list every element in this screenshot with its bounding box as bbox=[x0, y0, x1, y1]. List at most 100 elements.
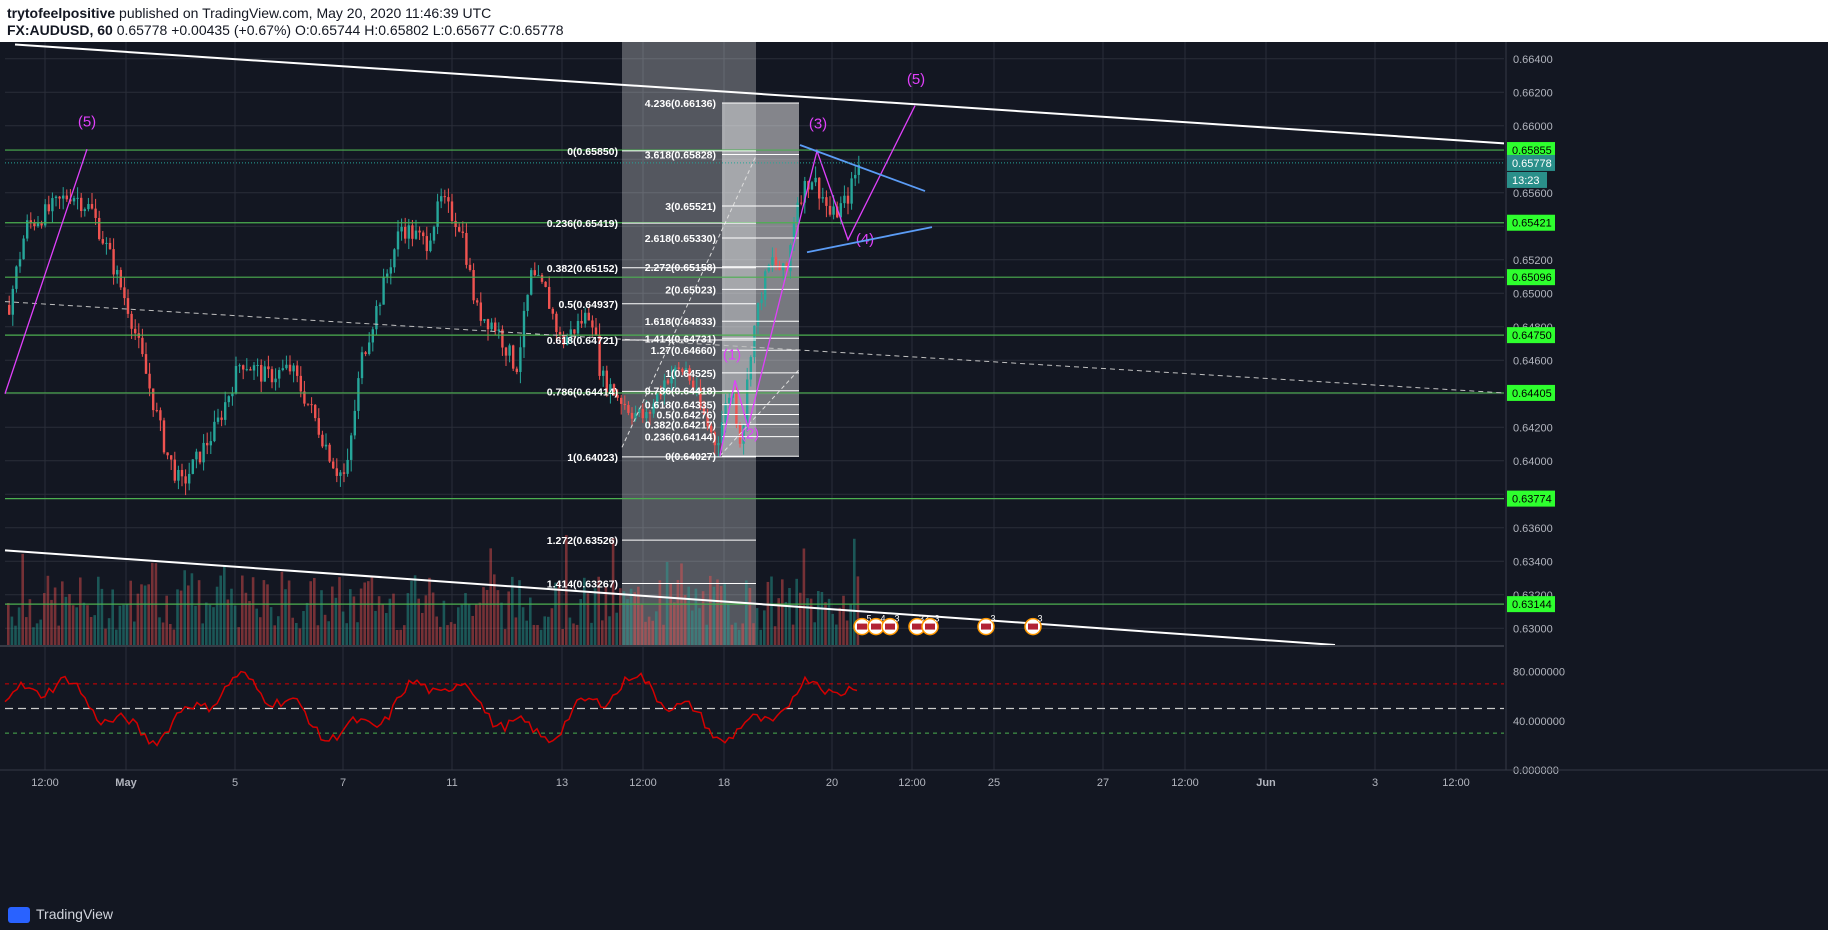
tradingview-logo[interactable]: TradingView bbox=[8, 906, 113, 924]
candle-body bbox=[591, 320, 594, 328]
author-name[interactable]: trytofeelpositive bbox=[7, 5, 116, 21]
symbol-label: FX:AUDUSD, 60 bbox=[7, 22, 113, 38]
volume-bar bbox=[50, 599, 53, 645]
candle-body bbox=[152, 388, 155, 411]
volume-bar bbox=[568, 617, 572, 645]
volume-bar bbox=[460, 604, 464, 645]
volume-bar bbox=[244, 592, 248, 645]
candle-body bbox=[418, 230, 421, 233]
candle-body bbox=[742, 425, 745, 444]
volume-bar bbox=[770, 576, 773, 645]
level-price-tag bbox=[1507, 142, 1555, 159]
volume-bar bbox=[251, 577, 255, 645]
volume-bar bbox=[320, 590, 323, 645]
event-count: 3 bbox=[1037, 614, 1042, 624]
volume-bar bbox=[482, 587, 485, 645]
chart-header: trytofeelpositive published on TradingVi… bbox=[0, 0, 1828, 42]
candle-body bbox=[18, 259, 22, 267]
candle-body bbox=[659, 393, 662, 396]
high-label: H: bbox=[364, 22, 379, 38]
candle-body bbox=[425, 236, 428, 252]
volume-bar bbox=[208, 604, 212, 645]
candle-body bbox=[234, 366, 238, 394]
last-price: 0.65778 bbox=[116, 22, 168, 38]
candle-body bbox=[414, 230, 418, 239]
candle-body bbox=[80, 197, 83, 212]
candle-body bbox=[393, 249, 396, 268]
candle-body bbox=[321, 434, 324, 447]
candle-body bbox=[612, 384, 616, 396]
candle-body bbox=[285, 364, 288, 369]
volume-bar bbox=[604, 586, 608, 645]
volume-bar bbox=[431, 592, 435, 645]
volume-bar bbox=[21, 553, 24, 645]
fib-zone-right bbox=[722, 102, 799, 457]
candle-body bbox=[854, 174, 857, 179]
volume-bar bbox=[381, 604, 384, 645]
triangle-lower-line bbox=[806, 226, 933, 254]
time-tick-label: 25 bbox=[988, 777, 1000, 789]
candle-body bbox=[62, 195, 65, 199]
volume-bar bbox=[71, 605, 75, 645]
event-count: 3 bbox=[894, 614, 899, 624]
flag-stripe bbox=[857, 623, 867, 630]
flag-stripe bbox=[925, 623, 935, 630]
volume-bar bbox=[694, 588, 698, 645]
price-tick-label: 0.65000 bbox=[1513, 288, 1553, 300]
volume-bar bbox=[813, 622, 816, 645]
candle-body bbox=[818, 177, 821, 199]
candle-body bbox=[36, 223, 40, 227]
candle-body bbox=[386, 273, 389, 277]
candle-body bbox=[605, 370, 608, 394]
volume-bar bbox=[421, 612, 424, 645]
volume-bar bbox=[428, 577, 431, 645]
price-axis-background bbox=[1506, 42, 1828, 770]
candle-body bbox=[166, 452, 169, 456]
candle-body bbox=[202, 442, 205, 463]
volume-bar bbox=[629, 588, 633, 645]
candle-body bbox=[681, 368, 684, 372]
candle-body bbox=[609, 384, 612, 394]
rsi-axis: 80.000000 40.000000 0.000000 bbox=[1513, 667, 1565, 777]
volume-bar bbox=[406, 593, 410, 645]
candle-body bbox=[803, 180, 806, 203]
candle-body bbox=[522, 310, 526, 348]
volume-bar bbox=[554, 582, 557, 645]
candle-body bbox=[447, 197, 450, 202]
candle-body bbox=[450, 201, 454, 221]
volume-bar bbox=[763, 610, 766, 645]
candle-body bbox=[796, 202, 799, 223]
candle-body bbox=[180, 469, 184, 477]
volume-bar bbox=[176, 589, 179, 645]
volume-bar bbox=[334, 597, 338, 645]
candle-body bbox=[288, 364, 292, 372]
candle-body bbox=[810, 182, 814, 190]
candle-body bbox=[159, 410, 162, 421]
candle-body bbox=[850, 178, 853, 204]
candle-body bbox=[454, 220, 457, 228]
candle-body bbox=[778, 265, 781, 271]
countdown-tag bbox=[1507, 171, 1547, 188]
volume-bar bbox=[61, 581, 64, 645]
candle-body bbox=[497, 329, 500, 332]
volume-bar bbox=[503, 629, 507, 645]
candle-body bbox=[774, 257, 778, 266]
candle-body bbox=[274, 378, 277, 383]
candle-body bbox=[224, 402, 227, 420]
candle-body bbox=[648, 412, 652, 414]
volume-bar bbox=[107, 618, 111, 645]
volume-bar bbox=[806, 598, 809, 645]
low-label: L: bbox=[432, 22, 445, 38]
volume-bar bbox=[266, 584, 269, 645]
volume-bar bbox=[489, 548, 492, 645]
wave-label: (1) bbox=[723, 346, 741, 363]
volume-bar bbox=[201, 623, 204, 645]
candle-body bbox=[317, 418, 320, 435]
event-flag-icon: 3 bbox=[881, 614, 900, 636]
candle-body bbox=[332, 461, 335, 469]
price-chart[interactable]: 0(0.65850) 0.236(0.65419) 0.382(0.65152) 0.… bbox=[0, 42, 1828, 900]
volume-bar bbox=[399, 629, 402, 645]
volume-bar bbox=[457, 607, 460, 645]
candle-body bbox=[40, 223, 43, 226]
candle-body bbox=[33, 222, 36, 227]
